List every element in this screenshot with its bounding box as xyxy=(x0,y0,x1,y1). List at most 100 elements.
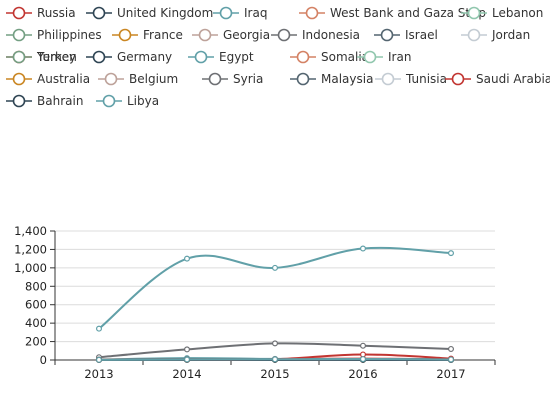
legend-item-syria[interactable]: Syria xyxy=(202,68,263,90)
legend-label: Yemen xyxy=(37,50,77,64)
x-tick-label: 2017 xyxy=(436,367,465,381)
legend-label: Georgia xyxy=(223,28,271,42)
x-axis: 2013 2014 2015 2016 2017 xyxy=(54,359,496,381)
y-tick-label: 1,400 xyxy=(14,224,47,238)
legend-marker-icon xyxy=(357,50,383,64)
legend-item-iran[interactable]: Iran xyxy=(357,46,411,68)
legend-item-australia[interactable]: Australia xyxy=(6,68,90,90)
data-point-libya[interactable] xyxy=(360,356,367,363)
legend-marker-icon xyxy=(112,28,138,42)
legend: Russia United Kingdom Iraq West Bank and Ga… xyxy=(6,2,550,112)
data-point-indonesia[interactable] xyxy=(272,340,279,347)
legend-marker-icon xyxy=(86,6,112,20)
legend-label: Malaysia xyxy=(321,72,374,86)
legend-marker-icon xyxy=(192,28,218,42)
legend-item-israel[interactable]: Israel xyxy=(374,24,438,46)
legend-label: Saudi Arabia xyxy=(476,72,550,86)
legend-label: Indonesia xyxy=(302,28,361,42)
legend-label: Syria xyxy=(233,72,264,86)
data-point-libya[interactable] xyxy=(448,356,455,363)
legend-item-france[interactable]: France xyxy=(112,24,183,46)
legend-row: Philippines France Georgia Indonesia Israel J… xyxy=(6,24,546,46)
legend-label: Iraq xyxy=(244,6,268,20)
legend-marker-icon xyxy=(271,28,297,42)
y-tick-label: 800 xyxy=(25,279,47,293)
x-tick-label: 2016 xyxy=(348,367,377,381)
legend-marker-icon xyxy=(86,50,112,64)
legend-item-iraq[interactable]: Iraq xyxy=(213,2,267,24)
legend-item-tunisia[interactable]: Tunisia xyxy=(375,68,447,90)
legend-item-west-bank-and-gaza-strip[interactable]: West Bank and Gaza Strip xyxy=(299,2,486,24)
legend-label: Tunisia xyxy=(406,72,447,86)
legend-marker-icon xyxy=(6,28,32,42)
y-tick-label: 1,200 xyxy=(14,242,47,256)
legend-marker-icon xyxy=(461,6,487,20)
legend-label: Germany xyxy=(117,50,173,64)
data-point-iraq[interactable] xyxy=(184,255,191,262)
data-point-indonesia[interactable] xyxy=(184,346,191,353)
legend-marker-icon xyxy=(445,72,471,86)
legend-marker-icon xyxy=(290,50,316,64)
legend-item-belgium[interactable]: Belgium xyxy=(98,68,178,90)
data-point-indonesia[interactable] xyxy=(360,342,367,349)
x-tick-label: 2014 xyxy=(172,367,201,381)
legend-item-egypt[interactable]: Egypt xyxy=(188,46,254,68)
x-tick-label: 2015 xyxy=(260,367,289,381)
y-tick-label: 1,000 xyxy=(14,261,47,275)
y-tick-label: 200 xyxy=(25,335,47,349)
legend-label: Iran xyxy=(388,50,412,64)
legend-row: Russia United Kingdom Iraq West Bank and Ga… xyxy=(6,2,546,24)
legend-label: Philippines xyxy=(37,28,102,42)
legend-item-malaysia[interactable]: Malaysia xyxy=(290,68,373,90)
series-line-iraq[interactable] xyxy=(98,246,452,330)
legend-marker-icon xyxy=(375,72,401,86)
legend-item-georgia[interactable]: Georgia xyxy=(192,24,270,46)
legend-label: Turkey xyxy=(37,50,77,64)
legend-marker-icon xyxy=(98,72,124,86)
data-point-iraq[interactable] xyxy=(95,325,102,332)
legend-label: Bahrain xyxy=(37,94,84,108)
data-point-libya[interactable] xyxy=(95,356,102,363)
legend-item-saudi-arabia[interactable]: Saudi Arabia xyxy=(445,68,550,90)
legend-item-russia[interactable]: Russia xyxy=(6,2,76,24)
data-point-iraq[interactable] xyxy=(448,250,455,257)
y-tick-label: 600 xyxy=(25,298,47,312)
legend-item-united-kingdom[interactable]: United Kingdom xyxy=(86,2,213,24)
legend-label: Jordan xyxy=(492,28,531,42)
legend-marker-icon xyxy=(188,50,214,64)
x-tick-label: 2013 xyxy=(84,367,113,381)
legend-item-bahrain[interactable]: Bahrain xyxy=(6,90,83,112)
legend-label: Egypt xyxy=(219,50,254,64)
data-point-libya[interactable] xyxy=(272,356,279,363)
data-point-indonesia[interactable] xyxy=(448,345,455,352)
legend-row: Australia Belgium Syria Malaysia Tunisia Saud… xyxy=(6,68,550,90)
legend-item-germany[interactable]: Germany xyxy=(86,46,172,68)
grid-lines xyxy=(55,230,495,343)
legend-item-indonesia[interactable]: Indonesia xyxy=(271,24,360,46)
legend-item-philippines[interactable]: Philippines xyxy=(6,24,102,46)
data-point-iraq[interactable] xyxy=(360,245,367,252)
legend-marker-icon xyxy=(461,28,487,42)
data-point-iraq[interactable] xyxy=(272,264,279,271)
legend-item-somalia[interactable]: Somalia xyxy=(290,46,369,68)
legend-marker-icon xyxy=(374,28,400,42)
legend-label: West Bank and Gaza Strip xyxy=(330,6,486,20)
legend-label: Australia xyxy=(37,72,91,86)
legend-label: Belgium xyxy=(129,72,179,86)
legend-marker-icon xyxy=(6,94,32,108)
legend-item-lebanon[interactable]: Lebanon xyxy=(461,2,543,24)
legend-item-yemen[interactable]: Yemen xyxy=(6,46,77,68)
legend-label: Lebanon xyxy=(492,6,544,20)
legend-marker-icon xyxy=(6,72,32,86)
series-points xyxy=(95,245,455,364)
y-tick-label: 0 xyxy=(40,353,47,367)
legend-label: Russia xyxy=(37,6,76,20)
legend-label: Somalia xyxy=(321,50,370,64)
legend-marker-icon xyxy=(213,6,239,20)
legend-label: Libya xyxy=(127,94,160,108)
legend-item-jordan[interactable]: Jordan xyxy=(461,24,530,46)
legend-label: United Kingdom xyxy=(117,6,214,20)
legend-item-libya[interactable]: Libya xyxy=(96,90,159,112)
legend-label: Israel xyxy=(405,28,438,42)
data-point-libya[interactable] xyxy=(184,356,191,363)
